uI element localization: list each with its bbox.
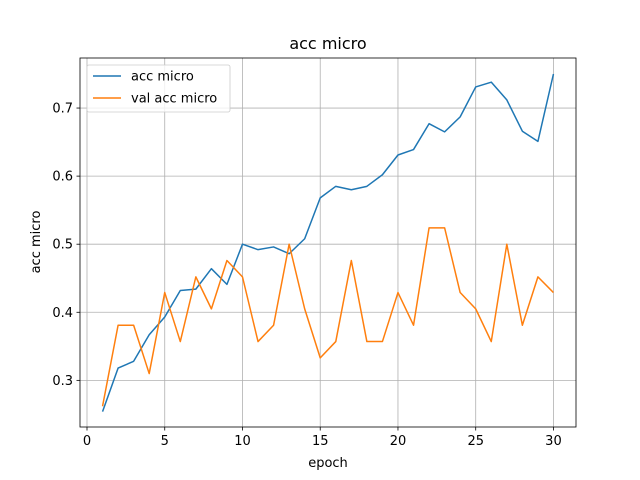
x-tick-label: 0	[83, 434, 91, 449]
x-tick-label: 15	[312, 434, 329, 449]
y-axis-label: acc micro	[29, 211, 44, 274]
y-tick-label: 0.6	[52, 170, 73, 185]
legend-label-2: val acc micro	[131, 92, 217, 107]
ticks: 0 5 10 15 20 25 30 0.3 0.4 0.5 0.6 0.7	[52, 102, 561, 449]
series-group	[101, 73, 555, 412]
x-tick-label: 20	[390, 434, 407, 449]
chart-title: acc micro	[289, 34, 366, 53]
legend-label-1: acc micro	[131, 70, 194, 85]
y-tick-label: 0.3	[52, 374, 73, 389]
x-tick-label: 10	[234, 434, 251, 449]
legend-box	[86, 64, 231, 113]
plot-frame	[79, 57, 577, 428]
y-tick-label: 0.5	[52, 238, 73, 253]
x-axis-label: epoch	[308, 456, 348, 471]
y-tick-label: 0.4	[52, 306, 73, 321]
grid	[80, 58, 576, 427]
legend: acc micro val acc micro	[86, 64, 231, 113]
x-tick-label: 25	[467, 434, 484, 449]
x-tick-label: 5	[161, 434, 169, 449]
y-tick-label: 0.7	[52, 102, 73, 117]
series-line-1	[101, 73, 555, 412]
x-tick-label: 30	[545, 434, 562, 449]
series-line-2	[101, 227, 554, 407]
